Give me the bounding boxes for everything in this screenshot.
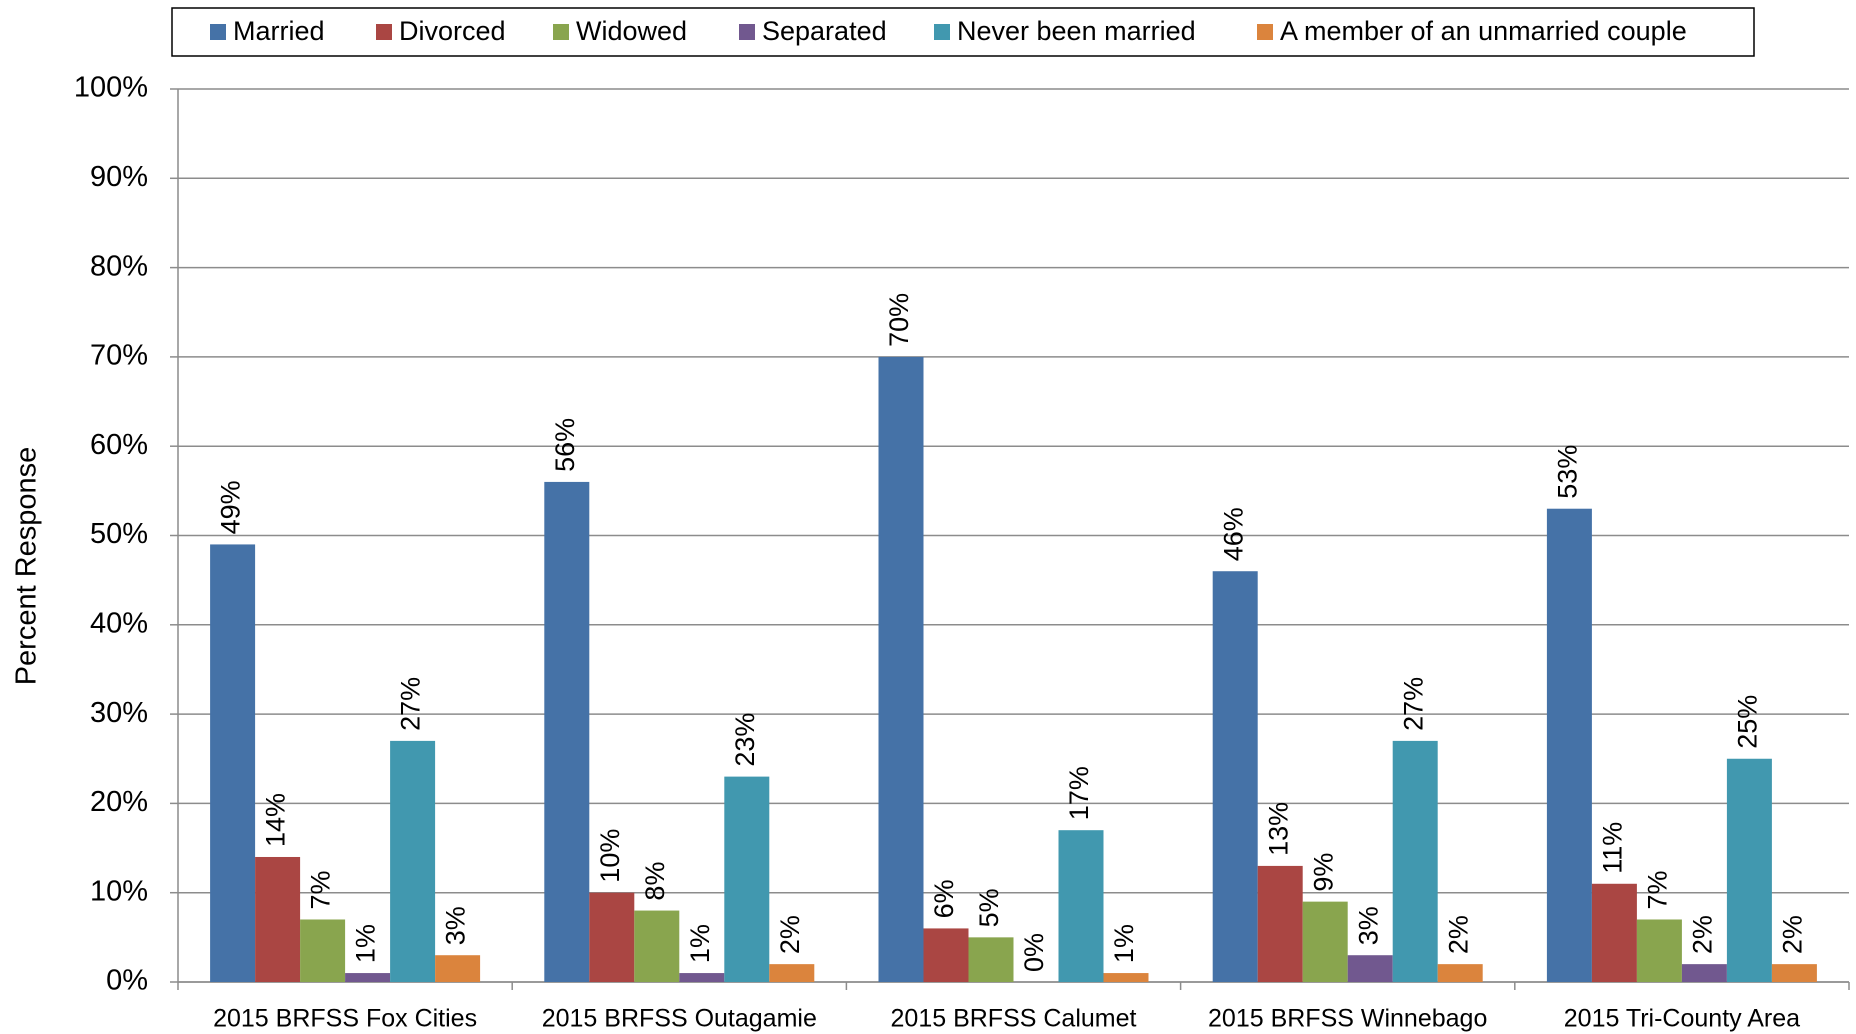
data-label: 27%: [1398, 677, 1428, 731]
bar: [923, 928, 969, 982]
y-tick-label: 30%: [90, 697, 148, 729]
data-label: 56%: [550, 418, 580, 472]
y-tick-label: 100%: [74, 72, 148, 104]
bar: [300, 919, 346, 982]
legend-swatch: [553, 24, 569, 40]
bar: [724, 776, 770, 982]
bar: [255, 856, 301, 982]
bar: [1212, 571, 1258, 982]
legend-label: Widowed: [576, 16, 687, 46]
data-label: 10%: [595, 829, 625, 883]
legend-label: A member of an unmarried couple: [1280, 16, 1687, 46]
data-label: 1%: [351, 924, 381, 963]
x-tick-label: 2015 Tri-County Area: [1564, 1005, 1800, 1033]
data-label: 17%: [1064, 766, 1094, 820]
bar: [1726, 758, 1772, 982]
data-label: 2%: [1778, 915, 1808, 954]
bar: [345, 973, 391, 982]
legend-swatch: [1257, 24, 1273, 40]
x-tick-label: 2015 BRFSS Fox Cities: [213, 1005, 477, 1033]
data-label: 27%: [396, 677, 426, 731]
y-tick-label: 40%: [90, 607, 148, 639]
bar: [435, 955, 481, 982]
legend-label: Divorced: [399, 16, 506, 46]
legend-label: Separated: [762, 16, 887, 46]
data-label: 11%: [1598, 822, 1628, 874]
bar: [1392, 740, 1438, 982]
y-tick-label: 80%: [90, 250, 148, 282]
bar: [679, 973, 725, 982]
data-label: 2%: [1443, 915, 1473, 954]
data-label: 1%: [1109, 924, 1139, 963]
data-label: 6%: [929, 879, 959, 918]
bar: [1771, 964, 1817, 982]
x-tick-label: 2015 BRFSS Winnebago: [1208, 1005, 1487, 1033]
legend-swatch: [210, 24, 226, 40]
bar: [634, 910, 680, 982]
y-tick-label: 10%: [90, 875, 148, 907]
bar: [1591, 883, 1637, 982]
data-label: 23%: [730, 713, 760, 767]
data-label: 3%: [441, 906, 471, 945]
bar: [544, 481, 590, 982]
x-tick-label: 2015 BRFSS Calumet: [891, 1005, 1137, 1033]
legend-swatch: [739, 24, 755, 40]
data-label: 0%: [1019, 933, 1049, 972]
data-label: 25%: [1733, 695, 1763, 749]
data-label: 9%: [1308, 853, 1338, 892]
bar: [1103, 973, 1149, 982]
y-tick-label: 20%: [90, 786, 148, 818]
bar: [878, 356, 924, 982]
data-label: 46%: [1218, 507, 1248, 561]
y-tick-label: 0%: [106, 965, 148, 997]
data-label: 2%: [775, 915, 805, 954]
data-label: 14%: [261, 793, 291, 847]
bar: [1257, 865, 1303, 982]
bar: [769, 964, 815, 982]
data-label: 13%: [1263, 802, 1293, 856]
y-tick-label: 50%: [90, 518, 148, 550]
bar: [1437, 964, 1483, 982]
legend-label: Married: [233, 16, 325, 46]
bar: [210, 544, 256, 982]
legend-box: [171, 7, 1755, 57]
data-label: 49%: [216, 480, 246, 534]
y-tick-label: 60%: [90, 429, 148, 461]
bar: [1347, 955, 1393, 982]
bar: [1681, 964, 1727, 982]
data-label: 3%: [1353, 906, 1383, 945]
data-label: 1%: [685, 924, 715, 963]
data-label: 5%: [974, 888, 1004, 927]
data-label: 2%: [1688, 915, 1718, 954]
bar: [390, 740, 436, 982]
x-tick-label: 2015 BRFSS Outagamie: [542, 1005, 817, 1033]
legend-swatch: [934, 24, 950, 40]
data-label: 7%: [306, 870, 336, 909]
bar: [1302, 901, 1348, 982]
legend-swatch: [376, 24, 392, 40]
y-axis-title: Percent Response: [11, 447, 43, 686]
bar: [1636, 919, 1682, 982]
y-tick-label: 90%: [90, 161, 148, 193]
data-label: 70%: [884, 293, 914, 347]
legend-label: Never been married: [957, 16, 1196, 46]
bar: [1058, 830, 1104, 982]
y-tick-label: 70%: [90, 340, 148, 372]
bar: [589, 892, 635, 982]
data-label: 7%: [1643, 870, 1673, 909]
data-label: 53%: [1553, 445, 1583, 499]
bar: [968, 937, 1014, 982]
bar: [1546, 508, 1592, 982]
data-label: 8%: [640, 862, 670, 901]
